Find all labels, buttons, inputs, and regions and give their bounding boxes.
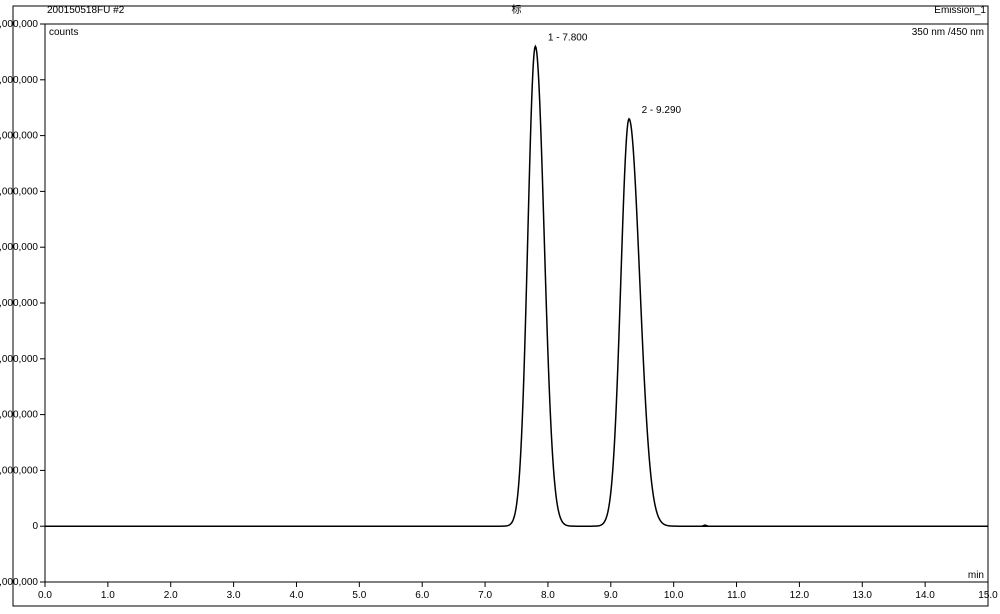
x-tick-label: 0.0 xyxy=(38,590,52,601)
y-tick-label: 25,000,000 xyxy=(0,242,38,253)
chromatogram-svg: 200150518FU #2 标 Emission_1counts 350 nm /4… xyxy=(0,0,1000,614)
plot-border xyxy=(45,24,988,582)
y-tick-label: 5,000,000 xyxy=(0,465,38,476)
x-tick-label: 2.0 xyxy=(164,590,178,601)
peak-label-2: 2 - 9.290 xyxy=(642,105,682,116)
x-tick-label: 6.0 xyxy=(415,590,429,601)
x-tick-label: 7.0 xyxy=(478,590,492,601)
chromatogram-trace xyxy=(45,46,988,526)
y-unit-label: counts xyxy=(49,27,78,38)
y-tick-label: 35,000,000 xyxy=(0,131,38,142)
x-tick-label: 15.0 xyxy=(978,590,998,601)
x-tick-label: 13.0 xyxy=(853,590,873,601)
x-tick-label: 14.0 xyxy=(915,590,935,601)
y-tick-label: -5,000,000 xyxy=(0,577,38,588)
sample-id-label: 200150518FU #2 xyxy=(47,5,125,16)
x-unit-label: min xyxy=(968,570,984,581)
wavelength-label: 350 nm /450 nm xyxy=(912,27,984,38)
outer-border xyxy=(13,6,988,606)
x-tick-label: 10.0 xyxy=(664,590,684,601)
peak-label-1: 1 - 7.800 xyxy=(548,32,588,43)
x-tick-label: 3.0 xyxy=(227,590,241,601)
x-tick-label: 8.0 xyxy=(541,590,555,601)
x-tick-label: 4.0 xyxy=(290,590,304,601)
x-tick-label: 12.0 xyxy=(790,590,810,601)
y-tick-label: 0 xyxy=(32,521,38,532)
x-tick-label: 1.0 xyxy=(101,590,115,601)
x-tick-label: 9.0 xyxy=(604,590,618,601)
detector-label: Emission_1 xyxy=(934,5,986,16)
y-tick-label: 30,000,000 xyxy=(0,186,38,197)
y-tick-label: 45,000,000 xyxy=(0,19,38,30)
chromatogram-figure: 200150518FU #2 标 Emission_1counts 350 nm /4… xyxy=(0,0,1000,614)
y-tick-label: 40,000,000 xyxy=(0,75,38,86)
top-center-label: 标 xyxy=(512,4,522,16)
x-tick-label: 5.0 xyxy=(352,590,366,601)
y-tick-label: 20,000,000 xyxy=(0,298,38,309)
x-tick-label: 11.0 xyxy=(727,590,746,601)
y-tick-label: 10,000,000 xyxy=(0,410,38,421)
y-tick-label: 15,000,000 xyxy=(0,354,38,365)
